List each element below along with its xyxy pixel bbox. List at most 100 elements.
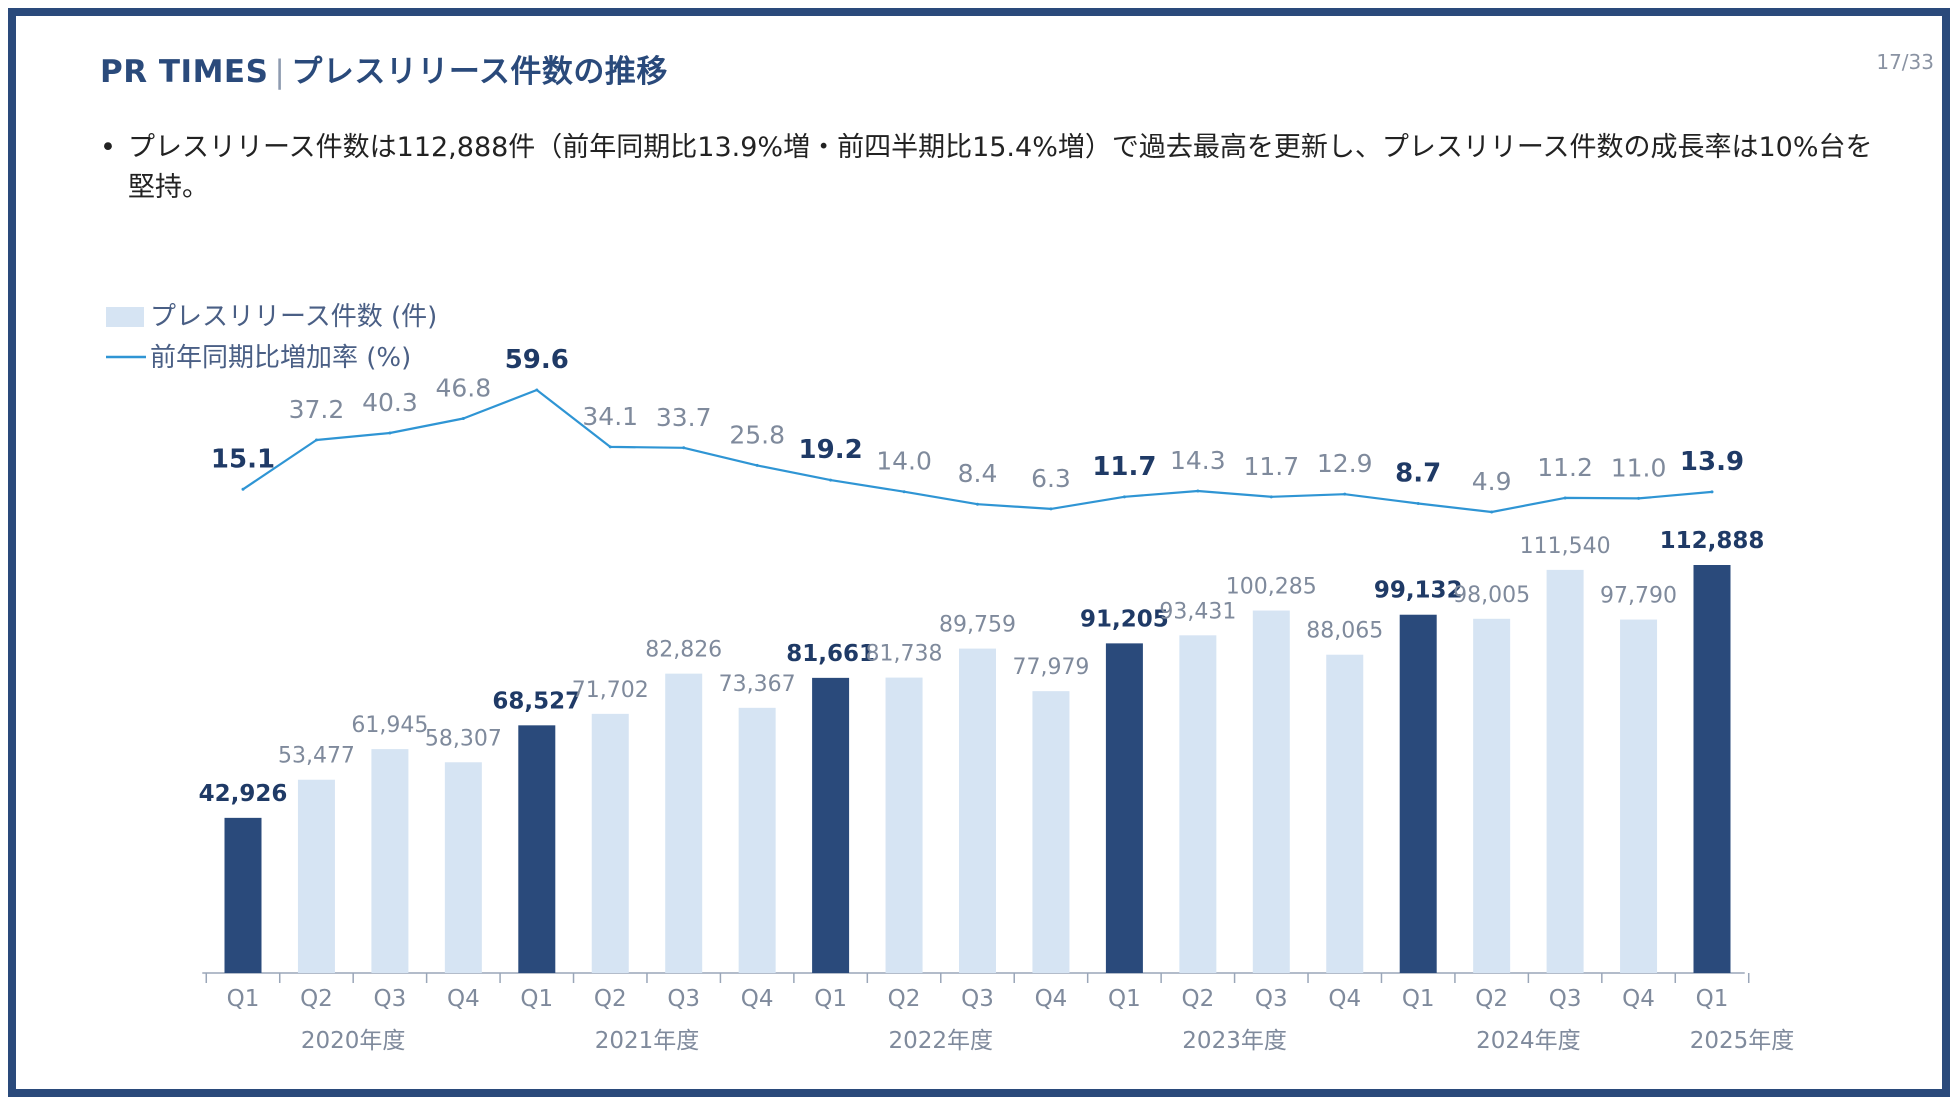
bar-13 (1179, 635, 1217, 973)
brand-name: PR TIMES (100, 54, 269, 90)
bar-value-label-9: 81,738 (866, 642, 943, 667)
summary-bullet: • プレスリリース件数は112,888件（前年同期比13.9%増・前四半期比15… (94, 128, 1874, 208)
line-point-8 (829, 478, 833, 482)
x-tick-label-8: Q1 (814, 986, 847, 1012)
x-tick-label-15: Q4 (1328, 986, 1361, 1012)
line-point-6 (682, 446, 686, 450)
fiscal-year-label-1: 2021年度 (595, 1028, 700, 1054)
legend-bar-label: プレスリリース件数 (件) (150, 302, 437, 332)
summary-text: プレスリリース件数は112,888件（前年同期比13.9%増・前四半期比15.4… (128, 132, 1873, 203)
bar-value-label-18: 111,540 (1520, 534, 1611, 559)
fiscal-year-label-4: 2024年度 (1476, 1028, 1581, 1054)
x-tick-label-18: Q3 (1549, 986, 1582, 1012)
bar-7 (738, 707, 776, 973)
bar-18 (1546, 569, 1584, 973)
line-point-7 (755, 463, 759, 467)
bar-value-label-13: 93,431 (1159, 599, 1236, 624)
bar-1 (297, 779, 335, 973)
bar-6 (665, 673, 703, 973)
bar-value-label-2: 61,945 (351, 713, 428, 738)
line-point-14 (1269, 495, 1273, 499)
line-value-label-3: 46.8 (436, 374, 492, 403)
x-tick-label-14: Q3 (1255, 986, 1288, 1012)
bar-value-label-12: 91,205 (1080, 606, 1169, 632)
line-value-label-14: 11.7 (1243, 452, 1299, 481)
bar-value-label-6: 82,826 (645, 638, 722, 663)
line-value-label-19: 11.0 (1611, 453, 1667, 482)
line-point-19 (1637, 496, 1641, 500)
bar-5 (591, 713, 629, 973)
bar-value-label-10: 89,759 (939, 613, 1016, 638)
line-value-label-7: 25.8 (729, 420, 785, 449)
bar-value-label-20: 112,888 (1660, 528, 1765, 554)
line-point-10 (976, 502, 979, 506)
line-value-label-6: 33.7 (656, 403, 712, 432)
line-value-label-5: 34.1 (582, 402, 638, 431)
x-tick-label-11: Q4 (1035, 986, 1068, 1012)
line-value-label-17: 4.9 (1472, 467, 1512, 496)
line-point-15 (1343, 492, 1347, 496)
legend-line-label: 前年同期比増加率 (%) (150, 343, 411, 373)
bar-value-label-1: 53,477 (278, 744, 355, 769)
x-axis: Q1 Q2 Q3 Q4 Q1 Q2 Q3 Q4 Q1 Q2 Q3 Q4 Q1 Q2 Q3 Q4 Q1 Q2 Q3 Q4… (202, 972, 1795, 1054)
line-point-9 (902, 490, 906, 494)
line-value-label-13: 14.3 (1170, 446, 1226, 475)
chart-legend: プレスリリース件数 (件) 前年同期比増加率 (%) (106, 302, 437, 373)
bar-17 (1473, 618, 1511, 973)
bar-value-label-4: 68,527 (492, 688, 581, 714)
x-tick-label-13: Q2 (1181, 986, 1214, 1012)
line-value-label-0: 15.1 (211, 444, 275, 474)
bar-14 (1252, 610, 1290, 973)
fiscal-year-label-5: 2025年度 (1690, 1028, 1795, 1054)
bar-2 (371, 749, 409, 973)
line-value-label-8: 19.2 (799, 435, 863, 465)
line-value-label-16: 8.7 (1395, 459, 1441, 489)
x-tick-label-0: Q1 (227, 986, 260, 1012)
legend-bar-swatch (106, 307, 144, 327)
line-point-5 (608, 445, 612, 449)
bar-value-label-16: 99,132 (1374, 578, 1463, 604)
line-value-label-1: 37.2 (289, 395, 345, 424)
bar-value-label-7: 73,367 (719, 672, 796, 697)
bar-9 (885, 677, 923, 973)
line-value-label-18: 11.2 (1537, 453, 1593, 482)
bar-value-label-15: 88,065 (1306, 619, 1383, 644)
line-point-13 (1196, 489, 1200, 493)
line-value-label-4: 59.6 (505, 345, 569, 375)
line-value-label-9: 14.0 (876, 447, 932, 476)
bar-11 (1032, 691, 1070, 973)
fiscal-year-label-3: 2023年度 (1182, 1028, 1287, 1054)
x-tick-label-7: Q4 (741, 986, 774, 1012)
bullet-mark: • (100, 132, 116, 163)
line-value-label-15: 12.9 (1317, 449, 1373, 478)
x-tick-label-12: Q1 (1108, 986, 1141, 1012)
line-point-16 (1416, 502, 1420, 506)
x-tick-label-1: Q2 (300, 986, 333, 1012)
line-value-label-10: 8.4 (958, 459, 998, 488)
page-title: PR TIMES | プレスリリース件数の推移 (100, 46, 668, 91)
x-tick-label-19: Q4 (1622, 986, 1655, 1012)
x-tick-label-17: Q2 (1475, 986, 1508, 1012)
line-point-18 (1563, 496, 1567, 500)
bar-4 (518, 725, 556, 973)
bar-value-label-17: 98,005 (1453, 583, 1530, 608)
x-tick-label-4: Q1 (520, 986, 553, 1012)
bar-10 (959, 648, 996, 973)
bar-value-label-3: 58,307 (425, 726, 502, 751)
bar-value-label-19: 97,790 (1600, 584, 1677, 609)
bar-0 (224, 817, 262, 973)
x-tick-label-2: Q3 (374, 986, 407, 1012)
bar-15 (1326, 654, 1364, 973)
line-point-20 (1710, 490, 1714, 494)
x-tick-label-6: Q3 (667, 986, 700, 1012)
line-point-2 (388, 431, 392, 435)
bar-value-label-8: 81,661 (786, 641, 875, 667)
title-text: プレスリリース件数の推移 (291, 54, 668, 90)
x-tick-label-3: Q4 (447, 986, 480, 1012)
x-tick-label-9: Q2 (888, 986, 921, 1012)
line-point-4 (535, 388, 539, 392)
bar-16 (1399, 614, 1437, 973)
page-number: 17/33 (1876, 50, 1934, 74)
